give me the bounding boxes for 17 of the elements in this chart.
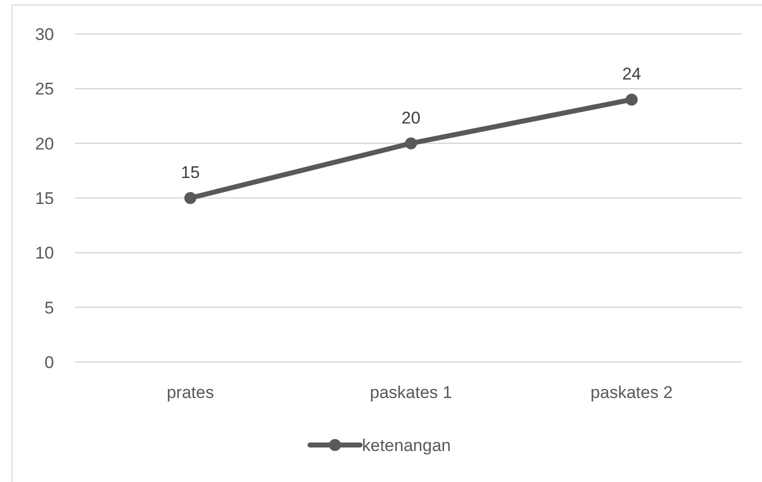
point <box>626 94 638 106</box>
y-tick-label: 5 <box>44 298 54 318</box>
y-tick-label: 10 <box>35 244 54 263</box>
x-tick-label: prates <box>166 383 214 402</box>
y-tick-label: 20 <box>35 134 54 154</box>
x-tick-label: paskates 2 <box>590 383 673 402</box>
x-tick-label: paskates 1 <box>370 383 452 402</box>
data-label: 15 <box>180 163 200 182</box>
data-label: 24 <box>622 64 642 84</box>
y-tick-label: 0 <box>44 352 54 372</box>
point <box>184 192 196 204</box>
y-tick-label: 30 <box>35 24 54 44</box>
point <box>405 137 417 150</box>
data-label: 20 <box>402 108 420 128</box>
y-tick-label: 15 <box>35 188 54 208</box>
y-tick-label: 25 <box>35 80 54 99</box>
legend-label: ketenangan <box>362 436 451 455</box>
